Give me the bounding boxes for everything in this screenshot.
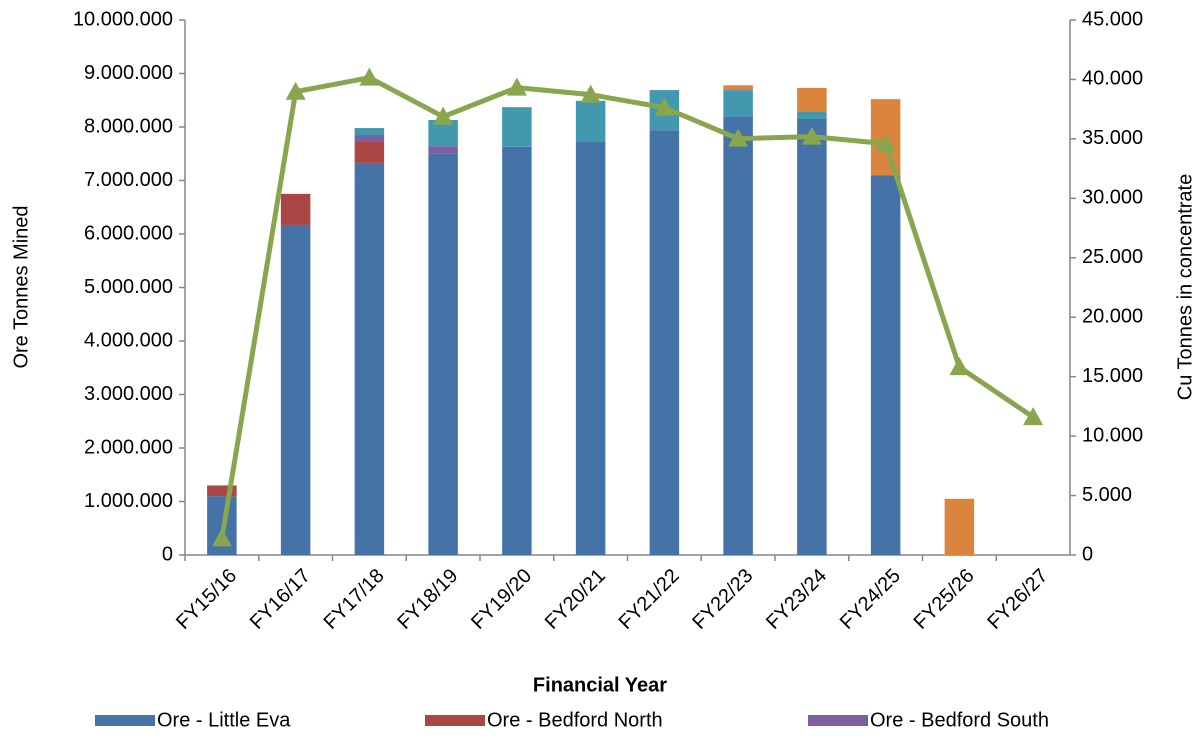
marker xyxy=(359,67,380,86)
x-tick-label: FY19/20 xyxy=(467,565,536,634)
bar-segment xyxy=(428,146,458,154)
y2-axis-title: Cu Tonnes in concentrate xyxy=(1174,174,1196,400)
legend-swatch xyxy=(425,715,485,726)
marker xyxy=(285,81,306,100)
y-tick-label: 9.000.000 xyxy=(84,62,173,84)
bar-segment xyxy=(723,116,753,556)
marker xyxy=(654,97,675,116)
y-tick-label: 4.000.000 xyxy=(84,329,173,351)
bar-segment xyxy=(207,485,237,497)
x-tick-label: FY26/27 xyxy=(983,565,1052,634)
x-tick-label: FY25/26 xyxy=(910,565,979,634)
marker xyxy=(728,128,749,147)
bar-segment xyxy=(649,130,680,555)
legend-label: Ore - Bedford North xyxy=(487,709,663,731)
y-tick-label: 5.000.000 xyxy=(84,276,173,298)
y-tick-label: 2.000.000 xyxy=(84,436,173,458)
y-tick-label: 0 xyxy=(162,543,173,565)
marker xyxy=(580,84,601,103)
y2-tick-label: 40.000 xyxy=(1082,68,1143,90)
y2-tick-label: 15.000 xyxy=(1082,365,1143,387)
bar-segment xyxy=(797,118,827,555)
bar-segment xyxy=(502,146,532,556)
marker xyxy=(875,133,896,152)
marker xyxy=(433,106,454,125)
legend-label: Ore - Little Eva xyxy=(157,709,291,731)
marker xyxy=(1023,407,1044,426)
bar-segment xyxy=(428,153,458,555)
y2-tick-label: 35.000 xyxy=(1082,127,1143,149)
bar-segment xyxy=(280,224,311,555)
x-tick-label: FY15/16 xyxy=(172,565,241,634)
bar-segment xyxy=(354,162,385,555)
x-tick-label: FY17/18 xyxy=(320,565,389,634)
y2-tick-label: 30.000 xyxy=(1082,187,1143,209)
y-axis-title: Ore Tonnes Mined xyxy=(10,205,32,368)
bar-segment xyxy=(575,141,606,556)
bar-segment xyxy=(354,135,385,142)
y-tick-label: 1.000.000 xyxy=(84,490,173,512)
y-tick-label: 6.000.000 xyxy=(84,222,173,244)
bar-segment xyxy=(870,175,901,555)
bar-segment xyxy=(944,498,975,555)
y-tick-label: 3.000.000 xyxy=(84,383,173,405)
marker xyxy=(211,528,232,547)
marker xyxy=(801,126,822,145)
legend-label: Ore - Bedford South xyxy=(870,709,1049,731)
bar-segment xyxy=(280,193,311,225)
bar-segment xyxy=(354,141,385,163)
x-axis-title: Financial Year xyxy=(533,674,667,696)
x-tick-label: FY24/25 xyxy=(836,565,905,634)
bar-segment xyxy=(502,107,532,147)
x-tick-label: FY18/19 xyxy=(393,565,462,634)
y-tick-label: 7.000.000 xyxy=(84,169,173,191)
x-tick-label: FY20/21 xyxy=(541,565,610,634)
y-tick-label: 8.000.000 xyxy=(84,115,173,137)
y2-tick-label: 25.000 xyxy=(1082,246,1143,268)
y2-tick-label: 0 xyxy=(1082,543,1093,565)
bar-segment xyxy=(723,85,753,91)
bar-segment xyxy=(575,100,606,142)
bar-segment xyxy=(723,90,753,117)
x-tick-label: FY23/24 xyxy=(762,565,831,634)
y2-tick-label: 10.000 xyxy=(1082,424,1143,446)
legend-swatch xyxy=(808,715,868,726)
x-tick-label: FY21/22 xyxy=(615,565,684,634)
marker xyxy=(506,77,527,96)
y2-tick-label: 45.000 xyxy=(1082,8,1143,30)
y-tick-label: 10.000.000 xyxy=(73,8,173,30)
marker xyxy=(949,357,970,376)
y2-tick-label: 20.000 xyxy=(1082,306,1143,328)
legend-swatch xyxy=(95,715,155,726)
bar-segment xyxy=(797,112,827,119)
x-tick-label: FY16/17 xyxy=(246,565,315,634)
x-tick-label: FY22/23 xyxy=(688,565,757,634)
line xyxy=(219,75,1035,539)
y2-tick-label: 5.000 xyxy=(1082,484,1132,506)
bar-segment xyxy=(797,87,827,113)
bar-segment xyxy=(354,128,385,136)
